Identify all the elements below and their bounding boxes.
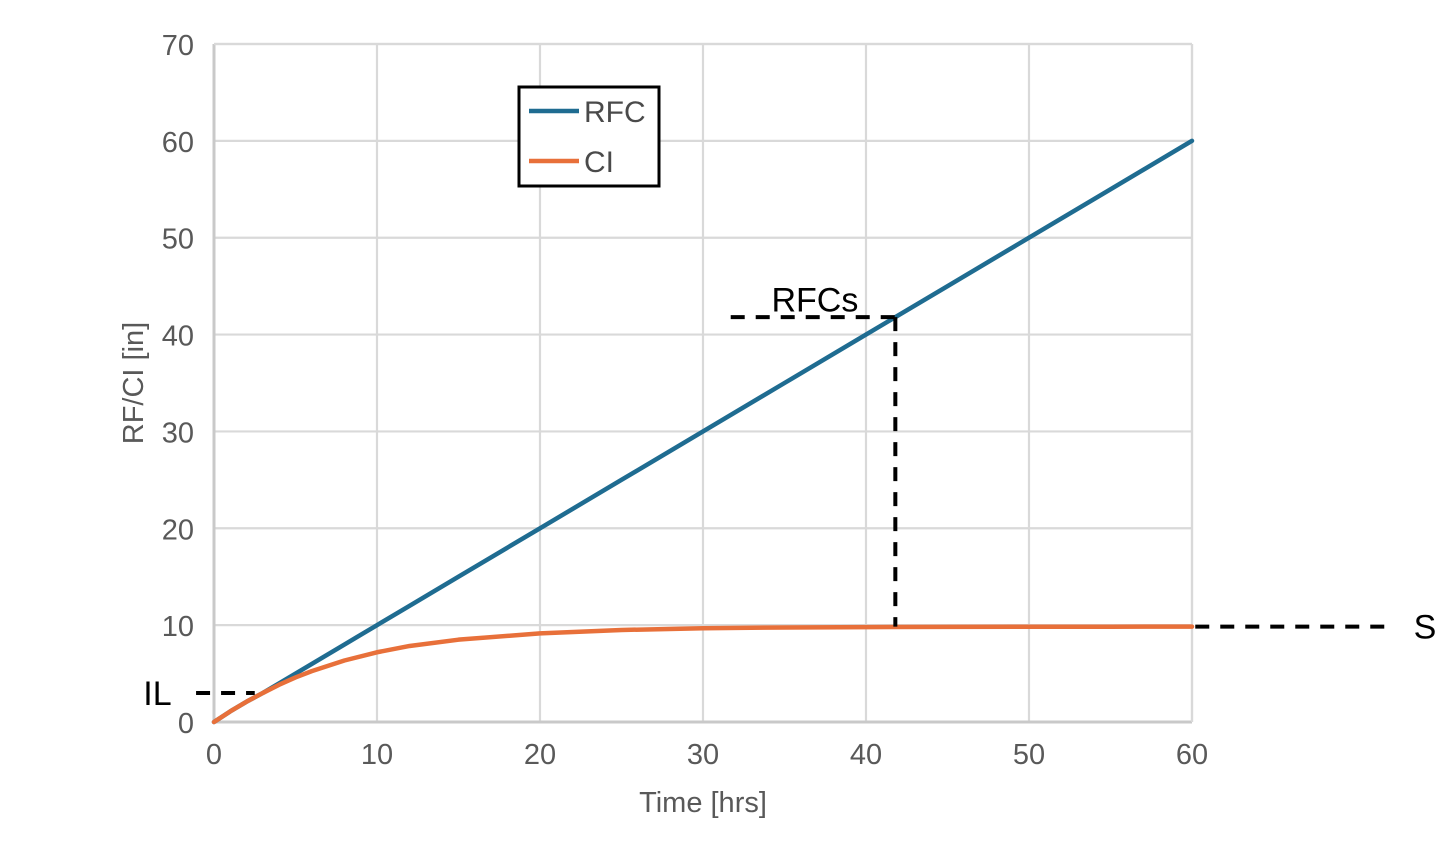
plot-frame xyxy=(212,42,1194,724)
y-tick-label: 40 xyxy=(162,321,194,353)
y-tick-label: 10 xyxy=(162,611,194,643)
y-tick-labels: 0 10 20 30 40 50 60 70 xyxy=(162,30,194,740)
annotation-label-rfcs: RFCs xyxy=(771,282,858,320)
legend: RFC CI xyxy=(517,85,661,188)
annotation-label-il: IL xyxy=(143,675,171,713)
x-tick-label: 10 xyxy=(361,739,393,771)
legend-label-rfc: RFC xyxy=(584,96,646,129)
y-tick-label: 0 xyxy=(178,708,194,740)
x-tick-label: 20 xyxy=(524,739,556,771)
series-line-ci xyxy=(211,624,1195,725)
legend-box xyxy=(517,85,661,188)
y-axis-title: RF/CI [in] xyxy=(118,322,150,444)
y-tick-label: 20 xyxy=(162,514,194,546)
y-tick-label: 70 xyxy=(162,30,194,62)
x-tick-label: 40 xyxy=(850,739,882,771)
x-tick-label: 0 xyxy=(206,739,222,771)
x-tick-label: 60 xyxy=(1176,739,1208,771)
x-axis-title: Time [hrs] xyxy=(639,787,767,819)
x-tick-label: 30 xyxy=(687,739,719,771)
legend-label-ci: CI xyxy=(584,146,614,179)
annotation-layer: IL RFCs S xyxy=(143,282,1436,713)
series-layer xyxy=(211,138,1195,725)
y-tick-label: 30 xyxy=(162,417,194,449)
y-tick-label: 50 xyxy=(162,224,194,256)
annotation-label-s: S xyxy=(1414,609,1437,647)
x-tick-label: 50 xyxy=(1013,739,1045,771)
x-tick-labels: 0 10 20 30 40 50 60 xyxy=(206,739,1208,771)
y-tick-label: 60 xyxy=(162,127,194,159)
